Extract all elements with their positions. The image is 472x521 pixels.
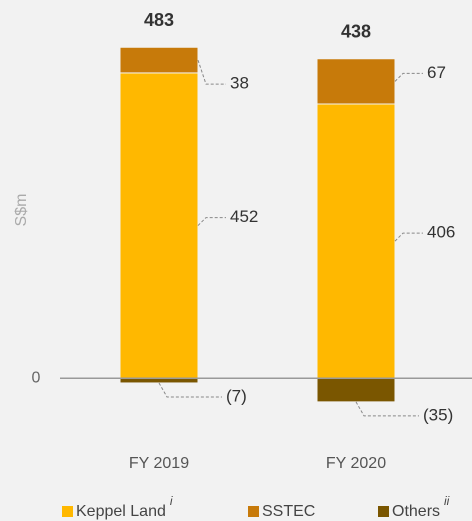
bar-segment (119, 72, 199, 379)
x-tick-label: FY 2019 (129, 455, 189, 472)
value-label: 67 (427, 63, 446, 82)
leader-line (197, 59, 226, 85)
value-label: 452 (230, 207, 258, 226)
legend-swatch (378, 506, 389, 517)
x-tick-label: FY 2020 (326, 455, 386, 472)
leader-line (394, 72, 423, 82)
leader-line (197, 217, 226, 226)
legend-superscript: ii (444, 494, 450, 508)
leader-line (355, 401, 419, 417)
bar-segment (316, 103, 396, 379)
legend-label: Keppel Land (76, 503, 166, 520)
value-label: 38 (230, 74, 249, 93)
bar-segment (316, 377, 396, 403)
value-label: (35) (423, 405, 453, 424)
legend-swatch (62, 506, 73, 517)
y-axis-label: S$m (13, 194, 30, 227)
leader-line (158, 382, 222, 398)
leader-line (394, 232, 423, 242)
value-label: (7) (226, 386, 247, 405)
bar-segment (316, 58, 396, 105)
y-tick-label: 0 (32, 369, 41, 386)
legend-label: Others (392, 503, 440, 520)
bar-segment (119, 46, 199, 74)
total-label: 483 (144, 10, 174, 30)
legend-superscript: i (170, 494, 173, 508)
legend-label: SSTEC (262, 503, 315, 520)
legend-swatch (248, 506, 259, 517)
value-label: 406 (427, 223, 455, 242)
total-label: 438 (341, 21, 371, 41)
